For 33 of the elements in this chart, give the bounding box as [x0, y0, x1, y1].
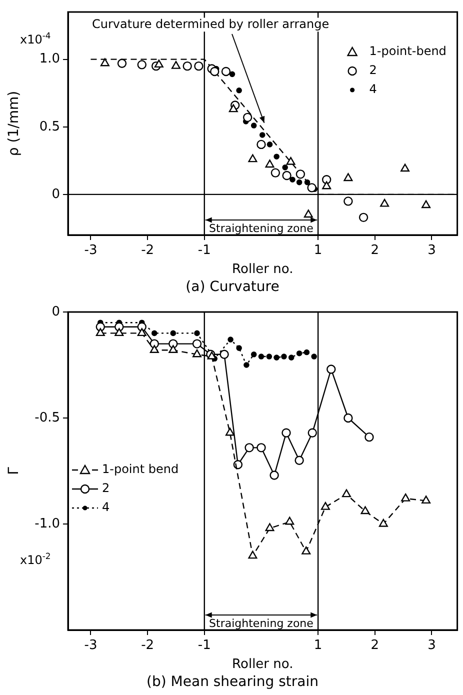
y-tick-label: -1.0 [34, 516, 60, 532]
legend-label: 4 [102, 500, 110, 514]
x-tick-label: 3 [428, 638, 436, 654]
annotation: Straightening zone [209, 222, 314, 235]
x-tick-label: 2 [370, 638, 380, 654]
x-tick-label: -3 [84, 638, 98, 654]
x-tick-label: 1 [314, 243, 322, 258]
legend-label: 2 [102, 481, 110, 496]
legend-label: 1-point bend [102, 462, 179, 476]
y-tick-label: 0 [52, 186, 60, 202]
legend-label: 4 [369, 82, 377, 96]
y-tick-label: 0 [52, 304, 60, 320]
x-tick-label: 2 [370, 243, 380, 258]
x-tick-label: -2 [141, 638, 154, 654]
x-tick-label: -1 [198, 638, 211, 654]
text: (b) Mean shearing strain [146, 674, 318, 690]
annotation: Curvature determined by roller arrange [92, 17, 330, 31]
x-axis-title: Roller no. [232, 262, 294, 277]
legend-label: 2 [369, 63, 377, 78]
legend-label: 1-point-bend [369, 44, 446, 58]
text: (a) Curvature [186, 279, 280, 296]
y-tick-label: 0.5 [39, 119, 60, 134]
x-tick-label: -2 [141, 243, 154, 258]
y-axis-title: Γ [6, 466, 22, 475]
y-tick-label: 1.0 [39, 52, 60, 67]
x-tick-label: -3 [84, 243, 98, 258]
x-axis-title: Roller no. [232, 656, 294, 672]
annotation: Straightening zone [209, 617, 314, 630]
y-tick-label: -0.5 [34, 410, 60, 426]
x-tick-label: -1 [198, 243, 211, 258]
x-tick-label: 1 [314, 638, 322, 654]
x-tick-label: 3 [428, 243, 436, 258]
y-axis-title: ρ (1/mm) [6, 90, 22, 156]
